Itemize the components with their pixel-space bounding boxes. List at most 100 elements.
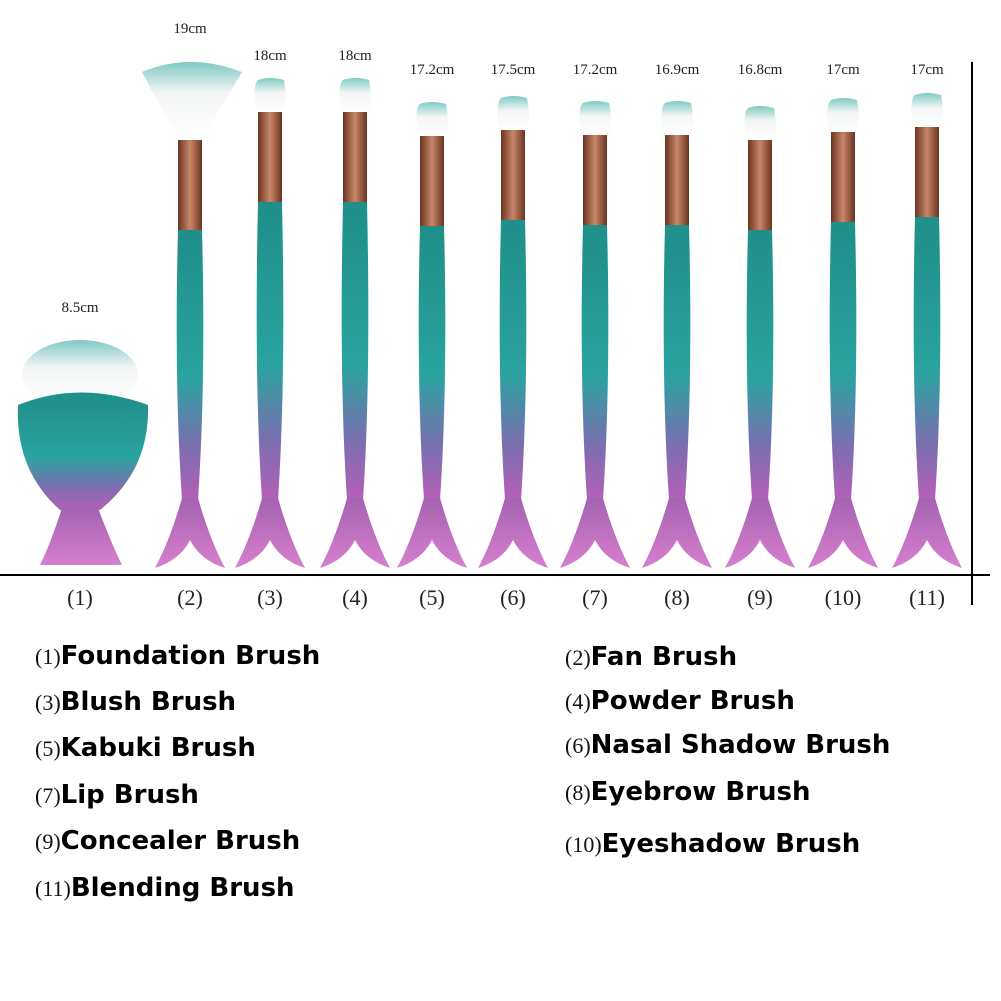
legend-number: (6) — [565, 733, 591, 758]
handle — [581, 225, 609, 500]
handle — [176, 230, 204, 500]
ferrule — [343, 112, 367, 204]
ferrule — [831, 132, 855, 224]
foundation-brush — [17, 340, 149, 565]
bristles — [744, 106, 776, 143]
legend-name: Fan Brush — [591, 642, 737, 672]
tail — [155, 498, 225, 568]
length-label: 17.2cm — [410, 62, 455, 78]
length-label: 17.2cm — [573, 62, 618, 78]
legend-number: (11) — [35, 876, 71, 901]
brush-number: (2) — [177, 585, 203, 610]
brush-number: (10) — [825, 585, 862, 610]
handle — [341, 202, 369, 500]
legend-number: (7) — [35, 783, 61, 808]
legend-name: Powder Brush — [591, 686, 795, 716]
legend-item: (4)Powder Brush — [565, 686, 795, 716]
tail — [892, 498, 962, 568]
brush — [642, 101, 712, 568]
legend-number: (2) — [565, 645, 591, 670]
bristles — [142, 62, 242, 140]
brush — [235, 78, 305, 568]
brush-number: (9) — [747, 585, 773, 610]
legend-number: (3) — [35, 690, 61, 715]
legend-name: Eyebrow Brush — [591, 777, 811, 807]
legend-name: Nasal Shadow Brush — [591, 730, 891, 760]
bristles — [254, 78, 286, 115]
handle — [418, 226, 446, 500]
legend-name: Blending Brush — [71, 873, 295, 903]
brush — [478, 96, 548, 568]
bristles — [661, 101, 693, 138]
legend-number: (4) — [565, 689, 591, 714]
legend-name: Foundation Brush — [61, 641, 321, 671]
legend-number: (8) — [565, 780, 591, 805]
legend-name: Kabuki Brush — [61, 733, 256, 763]
tail — [397, 498, 467, 568]
legend-number: (9) — [35, 829, 61, 854]
brush — [892, 93, 962, 568]
brush-number: (6) — [500, 585, 526, 610]
bristles — [22, 340, 138, 410]
bristles — [339, 78, 371, 115]
ferrule — [178, 140, 202, 232]
legend-name: Blush Brush — [61, 687, 236, 717]
tail — [478, 498, 548, 568]
brush — [725, 106, 795, 568]
handle — [746, 230, 774, 500]
tail — [808, 498, 878, 568]
tail — [560, 498, 630, 568]
length-label: 18cm — [253, 48, 287, 64]
legend-item: (10)Eyeshadow Brush — [565, 829, 860, 859]
handle — [256, 202, 284, 500]
legend-number: (10) — [565, 832, 602, 857]
ferrule — [748, 140, 772, 232]
legend-item: (6)Nasal Shadow Brush — [565, 730, 890, 760]
bristles — [579, 101, 611, 138]
legend-item: (1)Foundation Brush — [35, 641, 320, 671]
bristles — [911, 93, 943, 130]
legend-number: (1) — [35, 644, 61, 669]
legend-item: (11)Blending Brush — [35, 873, 295, 903]
legend-number: (5) — [35, 736, 61, 761]
tail — [320, 498, 390, 568]
legend-name: Lip Brush — [61, 780, 199, 810]
ferrule — [915, 127, 939, 219]
legend-name: Eyeshadow Brush — [602, 829, 861, 859]
length-label: 17cm — [910, 62, 944, 78]
fish-tail — [40, 508, 122, 565]
brush — [397, 102, 467, 568]
ferrule — [420, 136, 444, 228]
length-label: 16.8cm — [738, 62, 783, 78]
fish-head — [17, 392, 149, 510]
brush — [142, 62, 242, 568]
ferrule — [501, 130, 525, 222]
legend-item: (3)Blush Brush — [35, 687, 236, 717]
ferrule — [665, 135, 689, 227]
length-label: 19cm — [173, 21, 207, 37]
brush-number: (3) — [257, 585, 283, 610]
legend-item: (9)Concealer Brush — [35, 826, 300, 856]
handle — [829, 222, 857, 500]
ferrule — [258, 112, 282, 204]
brush — [320, 78, 390, 568]
legend-item: (7)Lip Brush — [35, 780, 199, 810]
tail — [642, 498, 712, 568]
legend-item: (5)Kabuki Brush — [35, 733, 256, 763]
bristles — [827, 98, 859, 135]
brush-number: (7) — [582, 585, 608, 610]
brush-number: (5) — [419, 585, 445, 610]
length-label: 16.9cm — [655, 62, 700, 78]
brush — [560, 101, 630, 568]
bristles — [497, 96, 529, 133]
ferrule — [583, 135, 607, 227]
handle — [499, 220, 527, 500]
brush-number: (11) — [909, 585, 945, 610]
legend-name: Concealer Brush — [61, 826, 301, 856]
tail — [235, 498, 305, 568]
length-label: 18cm — [338, 48, 372, 64]
brush-number: (1) — [67, 585, 93, 610]
legend-item: (2)Fan Brush — [565, 642, 737, 672]
legend-item: (8)Eyebrow Brush — [565, 777, 811, 807]
brush-number: (8) — [664, 585, 690, 610]
